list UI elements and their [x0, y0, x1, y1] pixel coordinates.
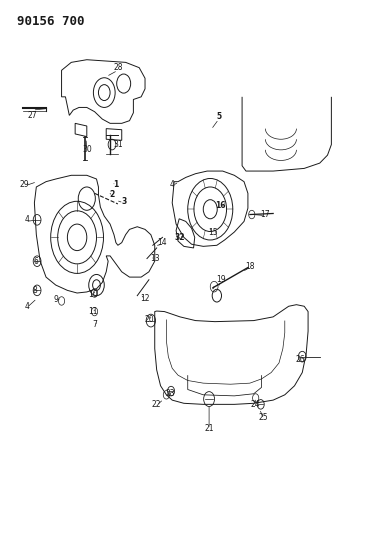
Text: 5: 5: [216, 112, 221, 122]
Text: 21: 21: [204, 424, 214, 433]
Text: 13: 13: [150, 254, 160, 263]
Text: 3: 3: [121, 197, 126, 206]
Text: 18: 18: [245, 262, 255, 271]
Text: 32: 32: [175, 233, 185, 242]
Text: 29: 29: [20, 180, 29, 189]
Text: 4: 4: [170, 180, 175, 189]
Text: 23: 23: [165, 389, 175, 398]
Text: 10: 10: [88, 289, 97, 298]
Text: 4: 4: [24, 215, 29, 224]
Text: 27: 27: [28, 111, 37, 120]
Text: 11: 11: [88, 307, 97, 316]
Text: 16: 16: [215, 201, 226, 210]
Text: 24: 24: [251, 400, 260, 409]
Text: 12: 12: [140, 294, 150, 303]
Text: 22: 22: [152, 400, 161, 409]
Text: 90156 700: 90156 700: [17, 14, 84, 28]
Text: 7: 7: [92, 320, 97, 329]
Text: 4: 4: [24, 302, 29, 311]
Text: 26: 26: [296, 355, 305, 364]
Text: 25: 25: [258, 413, 268, 422]
Text: 1: 1: [113, 180, 118, 189]
Text: 28: 28: [113, 63, 123, 72]
Text: 30: 30: [82, 146, 91, 155]
Text: 19: 19: [216, 275, 226, 284]
Text: 2: 2: [109, 190, 115, 199]
Text: 6: 6: [34, 257, 39, 265]
Text: 31: 31: [113, 140, 123, 149]
Text: 8: 8: [32, 286, 37, 295]
Text: 17: 17: [260, 210, 270, 219]
Text: 14: 14: [158, 238, 167, 247]
Text: 20: 20: [144, 315, 154, 324]
Text: 15: 15: [208, 228, 218, 237]
Text: 9: 9: [53, 295, 58, 304]
